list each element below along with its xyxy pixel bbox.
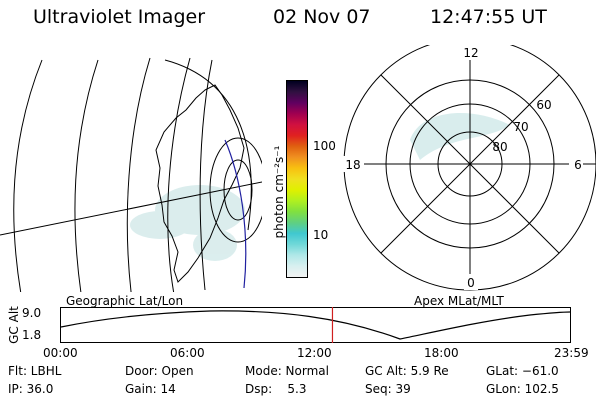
geographic-map — [0, 57, 262, 292]
mlt-label-6: 6 — [574, 158, 582, 172]
status-door: Door: Open — [125, 364, 194, 378]
date-label: 02 Nov 07 — [273, 6, 371, 28]
colorbar-tick-100: 100 — [313, 139, 336, 153]
altitude-plot-frame — [60, 307, 571, 343]
mlt-label-18: 18 — [345, 158, 360, 172]
status-seq: Seq: 39 — [365, 382, 411, 396]
geographic-label: Geographic Lat/Lon — [66, 294, 184, 308]
colorbar-unit-label: photon cm⁻²s⁻¹ — [272, 145, 286, 239]
time-label: 12:47:55 UT — [430, 6, 547, 28]
mlt-diagonal-2 — [380, 74, 560, 254]
status-glon: GLon: 102.5 — [486, 382, 559, 396]
status-mode: Mode: Normal — [245, 364, 329, 378]
xtick-0000: 00:00 — [43, 346, 78, 360]
lat-label-80: 80 — [492, 140, 507, 154]
xtick-1800: 18:00 — [424, 346, 459, 360]
altitude-ylabel: GC Alt — [7, 306, 21, 344]
mlt-label-0: 0 — [467, 276, 475, 290]
altitude-plot — [60, 307, 571, 343]
colorbar — [286, 80, 308, 278]
instrument-title: Ultraviolet Imager — [33, 6, 206, 28]
status-gc-alt: GC Alt: 5.9 Re — [365, 364, 449, 378]
altitude-ytick-low: 1.8 — [22, 328, 42, 342]
status-glat: GLat: −61.0 — [486, 364, 559, 378]
aurora-speckle — [130, 185, 245, 261]
satellite-track — [224, 139, 247, 289]
lat-label-70: 70 — [513, 120, 528, 134]
reference-line — [0, 181, 262, 236]
status-gain: Gain: 14 — [125, 382, 176, 396]
polar-aurora — [410, 113, 510, 160]
xtick-2359: 23:59 — [554, 346, 589, 360]
xtick-0600: 06:00 — [170, 346, 205, 360]
status-dsp: Dsp: 5.3 — [245, 382, 307, 396]
coastline — [155, 84, 245, 283]
xtick-1200: 12:00 — [297, 346, 332, 360]
colorbar-tick-10: 10 — [313, 228, 329, 242]
apex-label: Apex MLat/MLT — [414, 294, 504, 308]
lat-label-60: 60 — [536, 98, 551, 112]
status-filter: Flt: LBHL — [8, 364, 62, 378]
status-ip: IP: 36.0 — [8, 382, 54, 396]
longitude-grid — [13, 57, 213, 292]
mlt-label-12: 12 — [463, 46, 478, 60]
altitude-ytick-high: 9.0 — [22, 306, 42, 320]
altitude-curve — [60, 310, 571, 340]
polar-map: 12 0 18 6 60 70 80 — [342, 45, 596, 291]
